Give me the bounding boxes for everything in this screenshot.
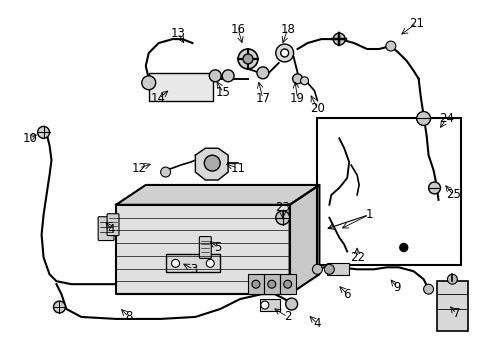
Circle shape xyxy=(268,280,276,288)
Text: 12: 12 xyxy=(131,162,147,175)
Circle shape xyxy=(252,280,260,288)
Text: 11: 11 xyxy=(231,162,245,175)
Bar xyxy=(260,299,280,311)
Circle shape xyxy=(284,280,292,288)
Circle shape xyxy=(53,301,65,313)
Text: 14: 14 xyxy=(151,92,166,105)
Text: 10: 10 xyxy=(22,132,37,145)
Circle shape xyxy=(209,70,221,82)
Bar xyxy=(327,264,349,275)
FancyBboxPatch shape xyxy=(98,217,114,240)
Circle shape xyxy=(38,126,49,138)
Circle shape xyxy=(172,260,179,267)
Circle shape xyxy=(286,298,297,310)
Text: 4: 4 xyxy=(314,318,321,330)
Circle shape xyxy=(206,260,214,267)
Text: 25: 25 xyxy=(446,188,461,201)
Circle shape xyxy=(161,167,171,177)
Circle shape xyxy=(386,41,396,51)
Text: 9: 9 xyxy=(393,281,400,294)
Text: 5: 5 xyxy=(215,241,222,254)
Circle shape xyxy=(416,112,431,125)
Circle shape xyxy=(400,243,408,251)
Polygon shape xyxy=(290,185,319,294)
Text: 21: 21 xyxy=(409,17,424,30)
Bar xyxy=(280,274,295,294)
Bar xyxy=(248,274,264,294)
Circle shape xyxy=(276,44,294,62)
Text: 3: 3 xyxy=(190,263,197,276)
Circle shape xyxy=(238,49,258,69)
Bar xyxy=(437,281,468,331)
Text: 23: 23 xyxy=(275,201,290,214)
Polygon shape xyxy=(196,148,228,180)
Text: 8: 8 xyxy=(125,310,133,323)
Text: 13: 13 xyxy=(171,27,186,40)
Circle shape xyxy=(222,70,234,82)
Circle shape xyxy=(276,211,290,225)
Text: 1: 1 xyxy=(365,208,373,221)
Bar xyxy=(318,118,461,265)
Text: 6: 6 xyxy=(343,288,351,301)
Bar xyxy=(264,274,280,294)
Bar xyxy=(149,73,213,100)
Text: 15: 15 xyxy=(216,86,231,99)
Text: 20: 20 xyxy=(310,102,325,115)
Polygon shape xyxy=(116,205,290,294)
Circle shape xyxy=(300,77,309,85)
Circle shape xyxy=(313,264,322,274)
Bar xyxy=(166,255,220,272)
Circle shape xyxy=(243,54,253,64)
Text: 19: 19 xyxy=(290,92,305,105)
Circle shape xyxy=(142,76,156,90)
Polygon shape xyxy=(116,185,319,205)
Text: 24: 24 xyxy=(439,112,454,125)
Text: 4: 4 xyxy=(107,223,115,236)
Text: 7: 7 xyxy=(453,307,460,320)
FancyBboxPatch shape xyxy=(107,214,119,235)
Text: 16: 16 xyxy=(231,23,245,36)
Circle shape xyxy=(257,67,269,79)
Text: 2: 2 xyxy=(284,310,292,323)
Circle shape xyxy=(424,284,434,294)
Text: 18: 18 xyxy=(280,23,295,36)
Text: 17: 17 xyxy=(255,92,270,105)
Circle shape xyxy=(324,264,334,274)
Text: 22: 22 xyxy=(350,251,365,264)
Circle shape xyxy=(293,74,302,84)
FancyBboxPatch shape xyxy=(199,237,211,258)
Circle shape xyxy=(261,301,269,309)
Circle shape xyxy=(447,274,457,284)
Circle shape xyxy=(281,49,289,57)
Circle shape xyxy=(333,33,345,45)
Circle shape xyxy=(204,155,220,171)
Circle shape xyxy=(429,182,441,194)
